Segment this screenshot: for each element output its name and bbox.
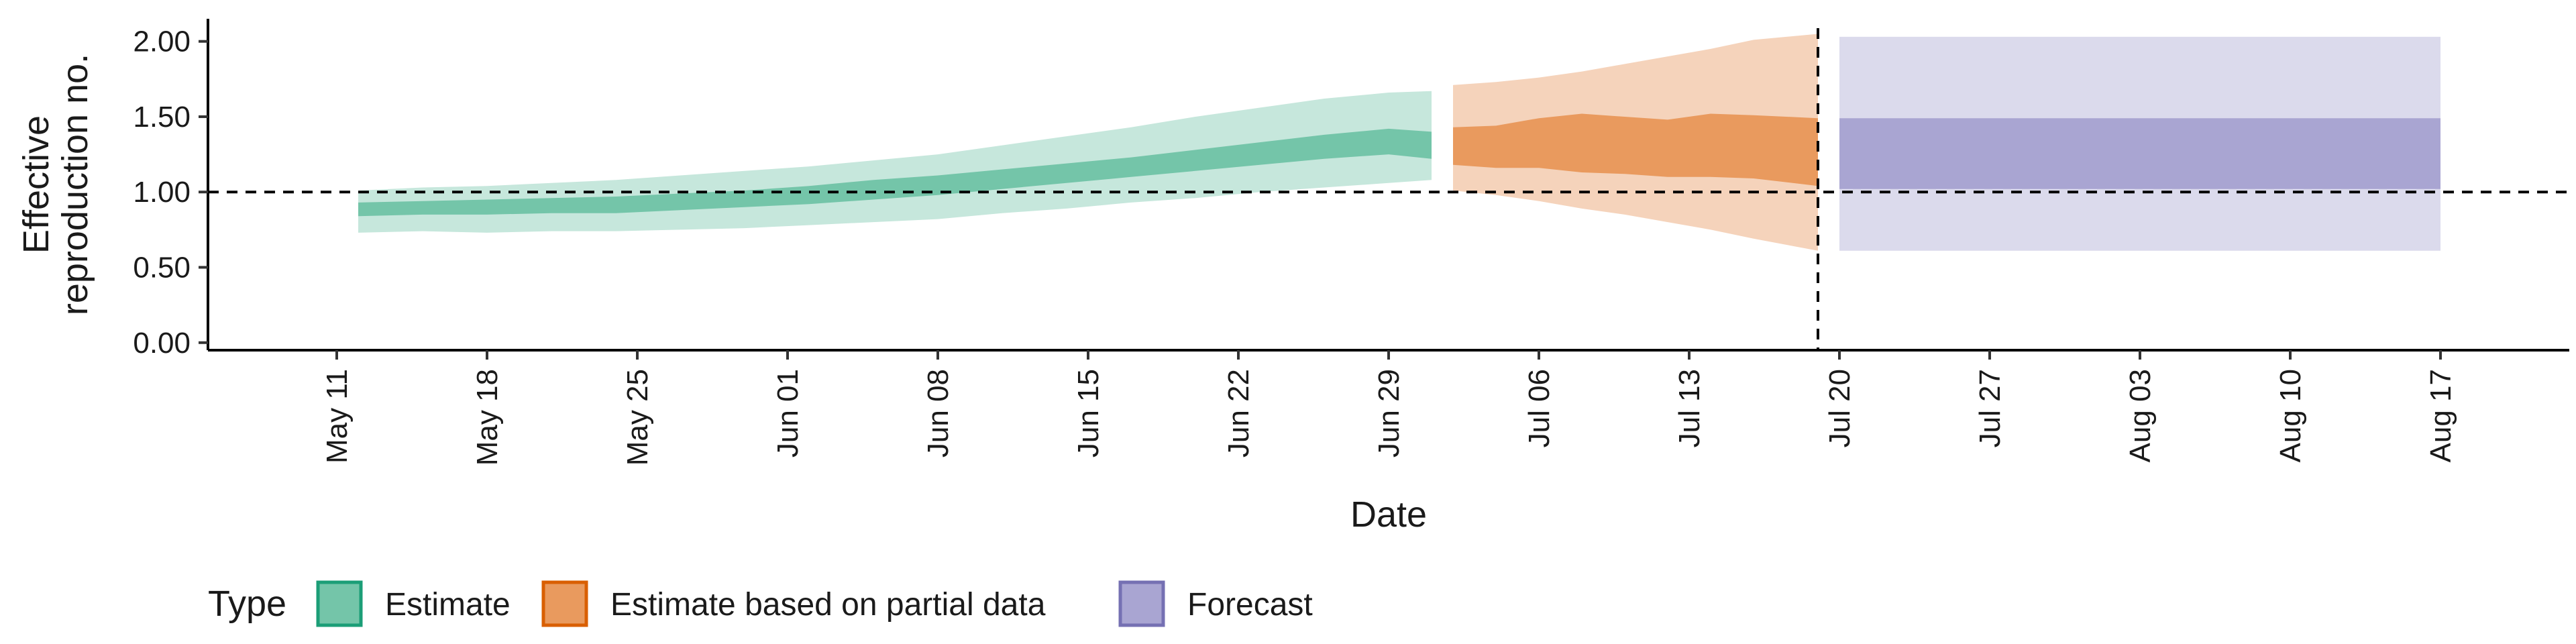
x-tick-label: May 25 bbox=[621, 369, 654, 466]
y-axis-title-line-1: Effective bbox=[16, 115, 56, 254]
x-tick-label: Jul 27 bbox=[1974, 369, 2006, 447]
y-tick-label: 0.00 bbox=[133, 327, 191, 360]
reference-lines bbox=[208, 28, 2569, 350]
bands-layer bbox=[358, 34, 2440, 251]
x-axis-title: Date bbox=[1350, 494, 1427, 535]
y-tick-label: 2.00 bbox=[133, 25, 191, 58]
y-tick-label: 1.00 bbox=[133, 176, 191, 209]
series-0-band-50 bbox=[358, 128, 1432, 217]
legend-swatch bbox=[1118, 580, 1165, 627]
x-tick-label: Jun 08 bbox=[922, 369, 955, 458]
x-axis-ticks: May 11 May 18 May 25 Jun 01 Jun 08 Jun 15 Jun … bbox=[321, 350, 2457, 466]
x-tick-label: May 11 bbox=[321, 369, 354, 464]
legend-label: Forecast bbox=[1187, 587, 1313, 623]
x-tick-label: Jul 06 bbox=[1523, 369, 1556, 447]
x-tick-label: Jul 13 bbox=[1673, 369, 1706, 447]
x-tick-label: Jun 29 bbox=[1373, 369, 1405, 458]
legend-items: Estimate Estimate based on partial data Fo… bbox=[316, 580, 1313, 627]
y-axis-title-line-2: reproduction no. bbox=[55, 54, 95, 315]
x-tick-label: Jun 22 bbox=[1222, 369, 1255, 458]
y-tick-label: 1.50 bbox=[133, 101, 191, 133]
x-tick-label: Aug 17 bbox=[2424, 369, 2457, 462]
series-1-band-50 bbox=[1453, 113, 1818, 186]
series-2-band-50 bbox=[1839, 118, 2440, 189]
x-tick-label: Jun 01 bbox=[771, 369, 804, 458]
x-tick-label: Jun 15 bbox=[1072, 369, 1105, 458]
x-tick-label: Aug 10 bbox=[2274, 369, 2307, 462]
legend-label: Estimate based on partial data bbox=[610, 587, 1046, 623]
legend-label: Estimate bbox=[385, 587, 511, 623]
x-tick-label: Aug 03 bbox=[2124, 369, 2157, 462]
legend-swatch bbox=[541, 580, 588, 627]
legend-title: Type bbox=[208, 584, 286, 624]
y-tick-label: 0.50 bbox=[133, 252, 191, 284]
legend-swatch bbox=[316, 580, 363, 627]
legend: Type Estimate Estimate based on partial d… bbox=[208, 580, 1313, 627]
x-tick-label: May 18 bbox=[471, 369, 504, 466]
y-axis-ticks: 0.00 0.50 1.00 1.50 2.00 bbox=[133, 25, 208, 360]
x-tick-label: Jul 20 bbox=[1823, 369, 1856, 447]
